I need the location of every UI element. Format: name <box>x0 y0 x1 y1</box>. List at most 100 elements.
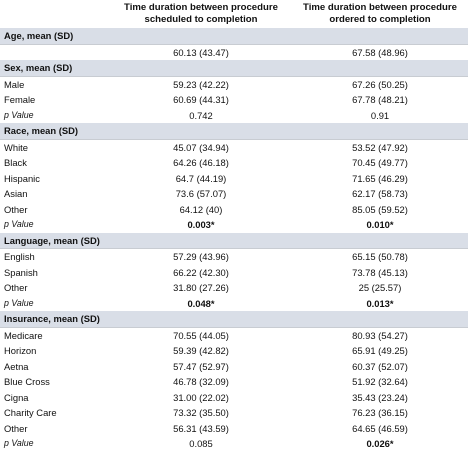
row-label: p Value <box>4 109 34 120</box>
ordered-value-cell: 0.013* <box>366 297 394 309</box>
ordered-value-cell: 51.92 (32.64) <box>352 376 408 387</box>
table-row: Other 64.12 (40) 85.05 (59.52) <box>0 202 468 218</box>
table-row: Hispanic 64.7 (44.19) 71.65 (46.29) <box>0 171 468 187</box>
table-row: Horizon 59.39 (42.82) 65.91 (49.25) <box>0 343 468 359</box>
scheduled-value-cell: 31.80 (27.26) <box>173 282 229 293</box>
row-label: Female <box>4 94 36 105</box>
row-label: p Value <box>4 219 34 229</box>
ordered-value-cell: 67.26 (50.25) <box>292 75 468 92</box>
ordered-value-cell: 25 (25.57) <box>358 282 402 293</box>
ordered-value-cell: 62.17 (58.73) <box>352 188 408 199</box>
row-label: Hispanic <box>4 172 40 184</box>
table-row: Other 56.31 (43.59) 64.65 (46.59) <box>0 421 468 437</box>
scheduled-value-cell: 73.32 (35.50) <box>173 407 229 418</box>
row-label: Medicare <box>0 326 110 343</box>
scheduled-value-cell: 46.78 (32.09) <box>173 376 229 387</box>
scheduled-value-cell: 57.29 (43.96) <box>110 248 292 265</box>
section-title: Language, mean (SD) <box>0 232 468 249</box>
table-row: Asian 73.6 (57.07) 62.17 (58.73) <box>0 186 468 202</box>
scheduled-value-cell: 64.12 (40) <box>179 203 223 215</box>
table-row: Cigna 31.00 (22.02) 35.43 (23.24) <box>0 390 468 406</box>
scheduled-value-cell: 60.13 (43.47) <box>110 43 292 60</box>
scheduled-value-cell: 0.003* <box>187 219 215 230</box>
table-row: 60.13 (43.47) 67.58 (48.96) <box>0 43 468 60</box>
scheduled-value-cell: 66.22 (42.30) <box>173 266 229 278</box>
table-row: Aetna 57.47 (52.97) 60.37 (52.07) <box>0 359 468 375</box>
row-label: Horizon <box>4 345 37 356</box>
p-value-row: p Value 0.742 0.91 <box>0 108 468 124</box>
row-label: p Value <box>4 438 34 448</box>
section-title: Race, mean (SD) <box>0 123 468 139</box>
ordered-value-cell: 80.93 (54.27) <box>292 326 468 343</box>
scheduled-value-cell: 64.7 (44.19) <box>175 172 227 184</box>
scheduled-value-cell: 64.26 (46.18) <box>173 157 229 168</box>
ordered-value-cell: 85.05 (59.52) <box>352 203 408 215</box>
scheduled-value-cell: 31.00 (22.02) <box>173 391 229 403</box>
section-title: Insurance, mean (SD) <box>0 311 468 327</box>
table-row: Black 64.26 (46.18) 70.45 (49.77) <box>0 155 468 171</box>
ordered-value-cell: 65.91 (49.25) <box>352 345 408 356</box>
row-label: p Value <box>4 297 34 308</box>
row-label: Black <box>4 157 27 168</box>
row-label: Male <box>0 75 110 92</box>
scheduled-value-cell: 70.55 (44.05) <box>110 326 292 343</box>
scheduled-value-cell: 73.6 (57.07) <box>175 188 227 199</box>
table-row: Blue Cross 46.78 (32.09) 51.92 (32.64) <box>0 374 468 390</box>
ordered-value-cell: 64.65 (46.59) <box>352 422 408 434</box>
scheduled-value-cell: 0.048* <box>187 297 215 309</box>
scheduled-value-cell: 56.31 (43.59) <box>173 422 229 434</box>
scheduled-value-cell: 45.07 (34.94) <box>110 138 292 155</box>
header-blank <box>0 0 110 28</box>
scheduled-value-cell: 60.69 (44.31) <box>173 94 229 105</box>
scheduled-value-cell: 0.742 <box>189 109 213 121</box>
table-row: English 57.29 (43.96) 65.15 (50.78) <box>0 248 468 265</box>
table-row: Female 60.69 (44.31) 67.78 (48.21) <box>0 92 468 108</box>
row-label: Blue Cross <box>4 376 50 387</box>
ordered-value-cell: 65.15 (50.78) <box>292 248 468 265</box>
ordered-value-cell: 70.45 (49.77) <box>352 157 408 168</box>
table-row: Charity Care 73.32 (35.50) 76.23 (36.15) <box>0 405 468 421</box>
row-label: Spanish <box>4 266 38 278</box>
table-body: Age, mean (SD) 60.13 (43.47) 67.58 (48.96)… <box>0 28 468 452</box>
row-label: Asian <box>4 188 28 199</box>
section-header-row: Sex, mean (SD) <box>0 60 468 76</box>
row-label: Other <box>4 203 28 215</box>
scheduled-value-cell: 59.23 (42.22) <box>110 75 292 92</box>
table-row: Spanish 66.22 (42.30) 73.78 (45.13) <box>0 265 468 281</box>
row-label: White <box>0 138 110 155</box>
table-row: White 45.07 (34.94) 53.52 (47.92) <box>0 138 468 155</box>
section-title: Sex, mean (SD) <box>0 60 468 76</box>
section-header-row: Insurance, mean (SD) <box>0 311 468 327</box>
table-row: Medicare 70.55 (44.05) 80.93 (54.27) <box>0 326 468 343</box>
ordered-value-cell: 73.78 (45.13) <box>352 266 408 278</box>
scheduled-value-cell: 59.39 (42.82) <box>173 345 229 356</box>
row-label: English <box>0 248 110 265</box>
scheduled-value-cell: 57.47 (52.97) <box>173 360 229 372</box>
ordered-value-cell: 0.026* <box>366 438 394 449</box>
ordered-value-cell: 0.91 <box>370 109 390 121</box>
row-label: Charity Care <box>4 407 57 418</box>
row-label: Cigna <box>4 391 29 403</box>
row-label: Aetna <box>4 360 29 372</box>
header-scheduled-to-completion: Time duration between procedure schedule… <box>124 2 278 25</box>
section-title: Age, mean (SD) <box>0 28 468 44</box>
row-label: Other <box>4 422 28 434</box>
section-header-row: Race, mean (SD) <box>0 123 468 139</box>
section-header-row: Age, mean (SD) <box>0 28 468 44</box>
ordered-value-cell: 76.23 (36.15) <box>352 407 408 418</box>
p-value-row: p Value 0.003* 0.010* <box>0 217 468 233</box>
ordered-value-cell: 0.010* <box>366 219 394 230</box>
row-label <box>0 43 110 60</box>
ordered-value-cell: 67.58 (48.96) <box>292 43 468 60</box>
ordered-value-cell: 67.78 (48.21) <box>352 94 408 105</box>
header-ordered-to-completion: Time duration between procedure ordered … <box>303 2 457 25</box>
ordered-value-cell: 35.43 (23.24) <box>352 391 408 403</box>
p-value-row: p Value 0.048* 0.013* <box>0 296 468 312</box>
section-header-row: Language, mean (SD) <box>0 232 468 249</box>
table-row: Male 59.23 (42.22) 67.26 (50.25) <box>0 75 468 92</box>
scheduled-value-cell: 0.085 <box>189 438 213 449</box>
ordered-value-cell: 71.65 (46.29) <box>352 172 408 184</box>
row-label: Other <box>4 282 28 293</box>
